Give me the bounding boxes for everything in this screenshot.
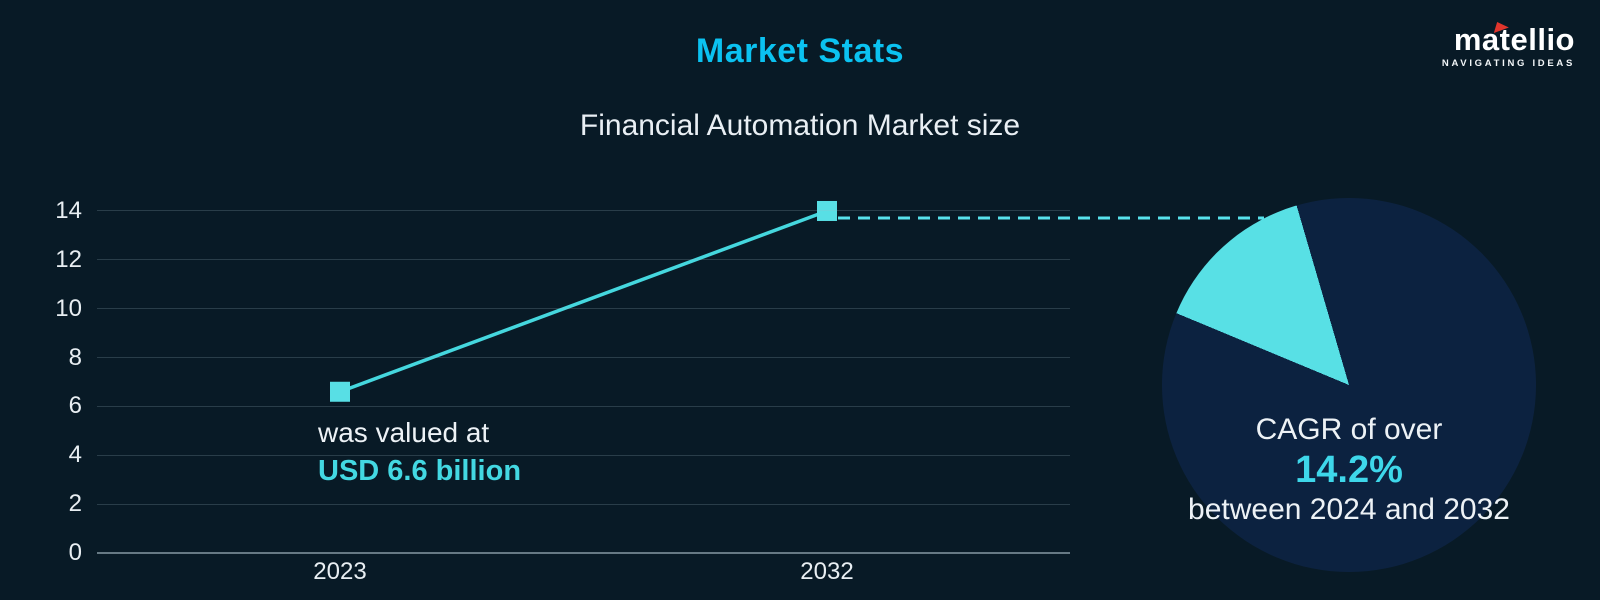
annotation-value: USD 6.6 billion [318,455,522,487]
y-tick-label: 8 [68,343,82,371]
y-gridline [97,552,1070,554]
chart-title: Financial Automation Market size [579,109,1021,142]
cagr-value: 14.2% [1295,449,1403,491]
y-tick-label: 0 [68,539,82,566]
y-tick-label: 6 [68,392,82,420]
matellio-logo: matellio NAVIGATING IDEAS [1441,22,1575,69]
logo-wordmark-wrap: matellio [1453,22,1575,57]
trend-line [339,209,828,394]
y-gridline [97,357,1070,359]
y-gridline [97,308,1070,310]
logo-red-flag-icon [1493,22,1509,33]
y-tick-label: 4 [68,441,82,469]
x-tick-label: 2032 [800,558,854,585]
logo-wordmark: matellio [1453,22,1575,57]
y-gridline [97,259,1070,261]
y-tick-label: 14 [55,196,82,224]
data-point-2023 [330,381,350,402]
page-title: Market Stats [695,32,905,70]
y-tick-label: 12 [55,245,82,273]
y-tick-label: 2 [68,490,82,518]
y-tick-label: 10 [55,294,82,322]
pie-caption: CAGR of over 14.2% between 2024 and 2032 [1152,412,1546,528]
y-gridline [97,210,1070,212]
pie-chart [1162,198,1536,572]
cagr-label: CAGR of over [1255,413,1443,446]
value-annotation: was valued at USD 6.6 billion [318,417,521,488]
x-tick-label: 2023 [313,558,367,585]
y-gridline [97,405,1070,407]
y-gridline [97,454,1070,456]
cagr-range: between 2024 and 2032 [1188,493,1510,526]
logo-tagline: NAVIGATING IDEAS [1441,58,1575,69]
y-gridline [97,503,1070,505]
annotation-text: was valued at [318,417,490,448]
